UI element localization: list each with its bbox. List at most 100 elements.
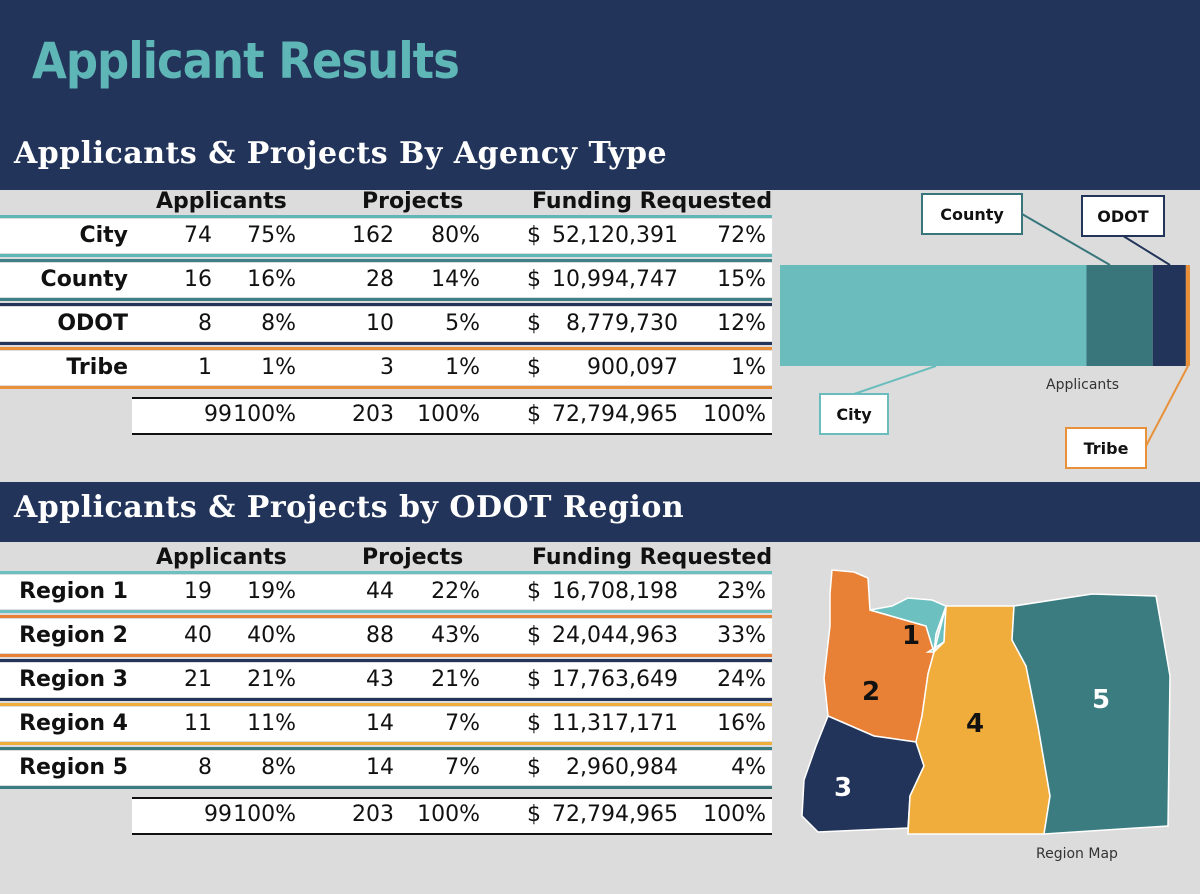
total-apps: 99 <box>204 802 232 827</box>
callout-line-tribe <box>1145 365 1189 447</box>
row-accent-line <box>0 786 772 789</box>
funding-amount: 2,960,984 <box>566 755 678 780</box>
applicants-count: 16 <box>184 267 212 292</box>
applicants-count: 1 <box>198 355 212 380</box>
callout-box-odot <box>1081 195 1165 237</box>
dollar-sign: $ <box>527 667 541 692</box>
bar-segment-odot <box>1152 265 1186 366</box>
callout-box-tribe <box>1065 427 1147 469</box>
region-col-funding: Funding Requested <box>532 545 773 570</box>
row-accent-line <box>0 347 772 350</box>
bar-segment-county <box>1086 265 1153 366</box>
projects-count: 44 <box>366 579 394 604</box>
projects-count: 28 <box>366 267 394 292</box>
applicants-count: 8 <box>198 755 212 780</box>
agency-stacked-bar-chart: Applicants City County ODOT Tribe <box>780 193 1190 469</box>
total-apps: 99 <box>204 402 232 427</box>
row-accent-line <box>0 215 772 218</box>
bar-segment-tribe <box>1185 265 1190 366</box>
applicants-pct: 21% <box>247 667 296 692</box>
row-label: Tribe <box>66 355 128 380</box>
projects-pct: 80% <box>431 223 480 248</box>
total-funding: 72,794,965 <box>552 402 678 427</box>
row-label: ODOT <box>57 311 128 336</box>
funding-amount: 8,779,730 <box>566 311 678 336</box>
region-col-projects: Projects <box>362 545 464 570</box>
callout-box-county <box>921 193 1023 235</box>
applicants-count: 74 <box>184 223 212 248</box>
dollar-sign: $ <box>527 355 541 380</box>
projects-pct: 7% <box>445 755 480 780</box>
row-label: Region 2 <box>19 623 128 648</box>
dollar-sign: $ <box>527 623 541 648</box>
row-accent-line <box>0 259 772 262</box>
applicants-pct: 11% <box>247 711 296 736</box>
row-label: Region 4 <box>19 711 128 736</box>
region-total-row: 99 100% 203 100% $ 72,794,965 100% <box>132 797 772 835</box>
projects-pct: 14% <box>431 267 480 292</box>
agency-total-row: 99 100% 203 100% $ 72,794,965 100% <box>132 397 772 435</box>
row-accent-line <box>0 703 772 706</box>
total-dollar: $ <box>527 802 541 827</box>
funding-amount: 24,044,963 <box>552 623 678 648</box>
page-title: Applicant Results <box>32 32 460 90</box>
row-accent-line <box>0 610 772 613</box>
table-row: Tribe 1 1% 3 1% $900,097 1% <box>0 347 772 389</box>
projects-count: 162 <box>352 223 394 248</box>
row-label: County <box>40 267 128 292</box>
row-accent-line <box>0 298 772 301</box>
row-accent-line <box>0 742 772 745</box>
region-4-label: 4 <box>966 709 984 739</box>
applicants-count: 21 <box>184 667 212 692</box>
applicants-pct: 19% <box>247 579 296 604</box>
region-5-label: 5 <box>1092 685 1110 715</box>
dollar-sign: $ <box>527 311 541 336</box>
row-accent-line <box>0 659 772 662</box>
total-fund-pct: 100% <box>703 402 766 427</box>
table-row: Region 3 21 21% 43 21% $17,763,649 24% <box>0 659 772 701</box>
region-map-caption: Region Map <box>1036 846 1118 862</box>
total-proj-pct: 100% <box>417 802 480 827</box>
funding-pct: 16% <box>717 711 766 736</box>
row-accent-line <box>0 342 772 345</box>
applicants-pct: 16% <box>247 267 296 292</box>
row-accent-line <box>0 615 772 618</box>
funding-pct: 12% <box>717 311 766 336</box>
callout-line-city <box>853 365 937 395</box>
projects-count: 14 <box>366 711 394 736</box>
legend-label-odot: ODOT <box>1097 207 1148 226</box>
projects-pct: 7% <box>445 711 480 736</box>
region-1-label: 1 <box>902 621 920 651</box>
total-fund-pct: 100% <box>703 802 766 827</box>
row-label: City <box>79 223 128 248</box>
applicants-count: 8 <box>198 311 212 336</box>
projects-pct: 43% <box>431 623 480 648</box>
total-apps-pct: 100% <box>233 402 296 427</box>
agency-section-title: Applicants & Projects By Agency Type <box>14 136 668 171</box>
funding-pct: 72% <box>717 223 766 248</box>
callout-line-odot <box>1119 233 1171 266</box>
table-row: ODOT 8 8% 10 5% $8,779,730 12% <box>0 303 772 345</box>
applicants-count: 19 <box>184 579 212 604</box>
funding-pct: 1% <box>731 355 766 380</box>
x-axis-label: Applicants <box>1046 377 1119 393</box>
region-map: 1 2 3 4 5 <box>801 569 1171 835</box>
projects-pct: 5% <box>445 311 480 336</box>
funding-amount: 10,994,747 <box>552 267 678 292</box>
bar-segment-city <box>780 265 1087 366</box>
applicants-pct: 40% <box>247 623 296 648</box>
total-proj-pct: 100% <box>417 402 480 427</box>
region-section-title: Applicants & Projects by ODOT Region <box>14 490 685 525</box>
applicants-count: 40 <box>184 623 212 648</box>
dollar-sign: $ <box>527 579 541 604</box>
projects-count: 88 <box>366 623 394 648</box>
table-row: Region 2 40 40% 88 43% $24,044,963 33% <box>0 615 772 657</box>
funding-amount: 17,763,649 <box>552 667 678 692</box>
table-row: Region 4 11 11% 14 7% $11,317,171 16% <box>0 703 772 745</box>
projects-count: 14 <box>366 755 394 780</box>
projects-pct: 22% <box>431 579 480 604</box>
region-3-label: 3 <box>834 773 852 803</box>
applicants-pct: 8% <box>261 755 296 780</box>
agency-col-projects: Projects <box>362 189 464 214</box>
callout-line-county <box>1021 213 1111 266</box>
